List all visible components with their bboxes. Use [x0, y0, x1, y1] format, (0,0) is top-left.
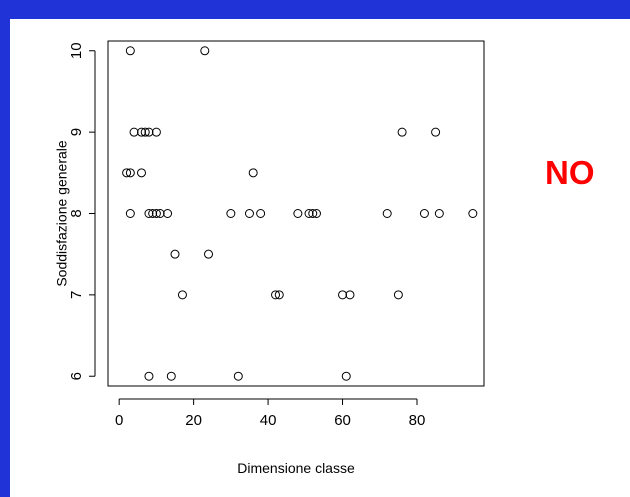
- scatter-plot: 0 20 40 60 80 6 7 8 9 10 Dimensione classe Soddisfa…: [54, 40, 485, 476]
- data-point: [163, 209, 173, 218]
- data-point: [338, 290, 348, 300]
- data-point: [304, 209, 314, 218]
- data-point: [137, 168, 147, 178]
- data-point: [170, 249, 180, 259]
- data-point: [233, 371, 243, 381]
- y-axis-title: Soddisfazione generale: [54, 140, 70, 287]
- data-point: [311, 209, 321, 218]
- data-point: [177, 290, 187, 300]
- data-point: [144, 209, 154, 218]
- data-point: [226, 209, 236, 218]
- data-point: [200, 46, 210, 56]
- data-point: [144, 371, 154, 381]
- data-point: [308, 209, 318, 218]
- x-tick-label: 80: [409, 412, 426, 429]
- data-point: [125, 168, 135, 178]
- data-point: [166, 371, 176, 381]
- data-point: [431, 127, 441, 137]
- data-point: [125, 46, 135, 56]
- data-point: [204, 249, 214, 259]
- data-point: [345, 290, 355, 300]
- x-tick-label: 0: [115, 412, 123, 429]
- verdict-label: NO: [545, 154, 595, 191]
- data-point: [122, 168, 132, 178]
- data-point: [419, 209, 429, 218]
- data-point: [397, 127, 407, 137]
- y-tick-label: 8: [68, 209, 85, 217]
- data-point: [144, 127, 154, 137]
- data-point: [271, 290, 281, 300]
- slide-panel: 0 20 40 60 80 6 7 8 9 10 Dimensione classe Soddisfa…: [10, 19, 630, 497]
- data-point: [293, 209, 303, 218]
- data-point: [151, 209, 161, 218]
- data-point: [468, 209, 478, 218]
- data-point: [140, 127, 150, 137]
- data-point: [382, 209, 392, 218]
- plot-frame: [107, 40, 485, 387]
- data-point: [129, 127, 139, 137]
- data-point: [155, 209, 165, 218]
- x-axis-title: Dimensione classe: [237, 460, 355, 476]
- data-point: [248, 168, 258, 178]
- y-tick-label: 6: [68, 372, 85, 380]
- data-point: [244, 209, 254, 218]
- data-point: [393, 290, 403, 300]
- data-point: [256, 209, 266, 218]
- data-point: [341, 371, 351, 381]
- x-tick-label: 60: [334, 412, 351, 429]
- y-tick-label: 10: [68, 42, 85, 59]
- data-point: [148, 209, 158, 218]
- data-point: [434, 209, 444, 218]
- data-point: [125, 209, 135, 218]
- x-tick-label: 40: [260, 412, 277, 429]
- y-tick-label: 7: [68, 291, 85, 299]
- data-point: [137, 127, 147, 137]
- data-point: [151, 127, 161, 137]
- data-point: [274, 290, 284, 300]
- x-tick-label: 20: [185, 412, 202, 429]
- y-tick-label: 9: [68, 128, 85, 136]
